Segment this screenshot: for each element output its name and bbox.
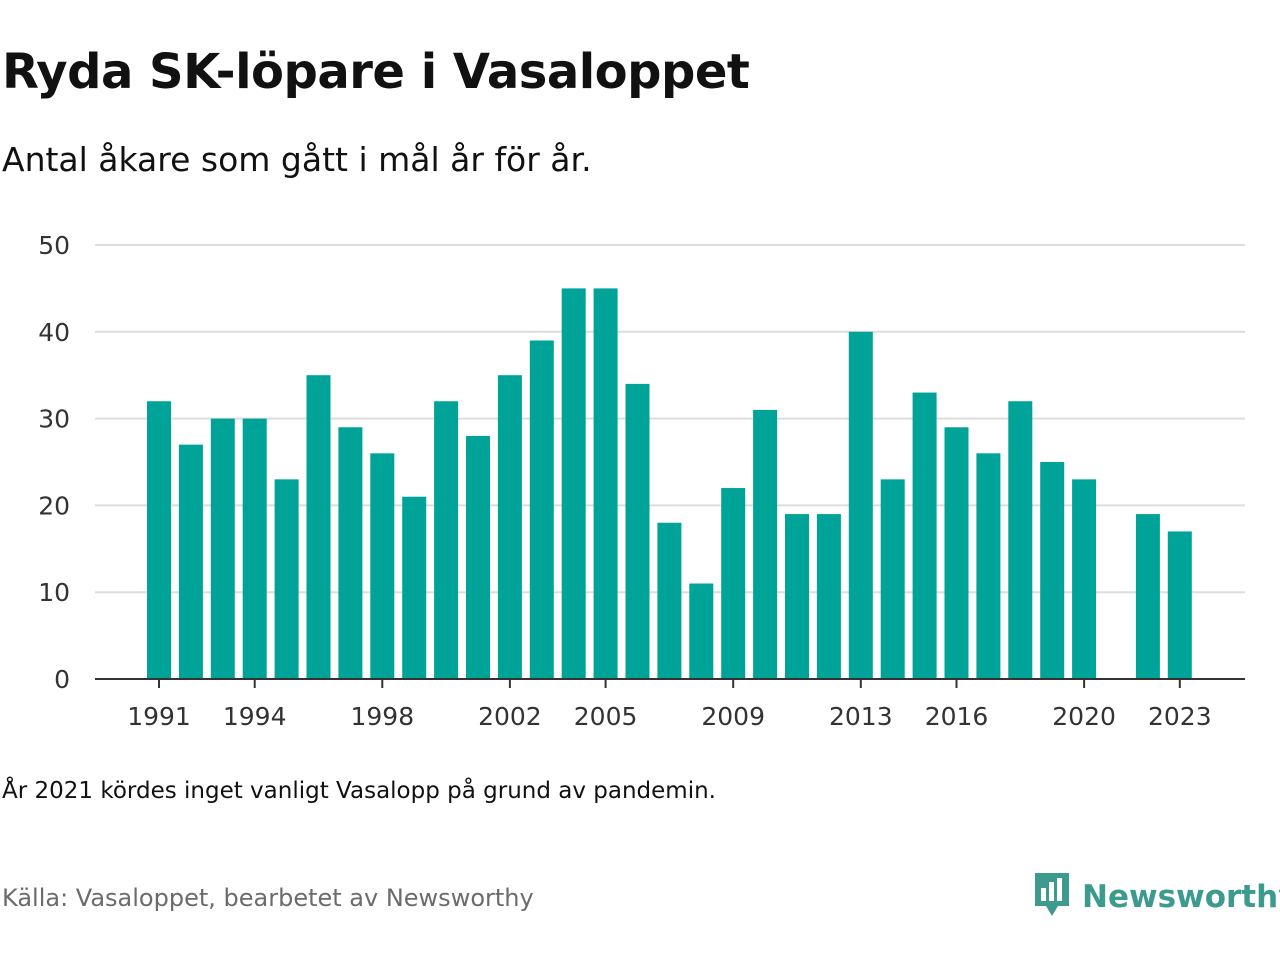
bar-2005 — [593, 288, 618, 679]
bar-1994 — [242, 418, 267, 679]
x-axis-ticks: 1991 1994 1998 2002 2005 2009 2013 2016 2020 2023 — [127, 679, 1212, 731]
x-tick-label: 2020 — [1052, 702, 1116, 731]
y-tick-label: 40 — [38, 318, 70, 347]
bar-1996 — [306, 375, 331, 679]
chart-title: Ryda SK-löpare i Vasaloppet — [2, 44, 750, 100]
chart-subtitle: Antal åkare som gått i mål år för år. — [2, 140, 592, 179]
bar-1997 — [338, 427, 363, 679]
bar-2015 — [912, 392, 937, 679]
bar-2001 — [466, 435, 490, 679]
logo-text: Newsworthy — [1082, 879, 1280, 915]
bar-2011 — [785, 514, 809, 679]
bar-2009 — [721, 488, 746, 679]
bar-2016 — [944, 427, 969, 679]
bar-1998 — [370, 453, 395, 679]
y-tick-label: 0 — [54, 665, 70, 694]
bar-1999 — [402, 496, 427, 679]
bar-2023 — [1167, 531, 1192, 679]
bar-2017 — [976, 453, 1001, 679]
x-tick-label: 2002 — [478, 702, 542, 731]
bar-2019 — [1040, 462, 1065, 679]
x-tick-label: 2013 — [829, 702, 893, 731]
bar-2007 — [657, 522, 682, 679]
y-tick-label: 10 — [38, 578, 70, 607]
bar-2008 — [689, 583, 714, 679]
x-tick-label: 1991 — [127, 702, 191, 731]
x-tick-label: 2023 — [1148, 702, 1212, 731]
bar-2004 — [561, 288, 586, 679]
y-tick-label: 50 — [38, 231, 70, 260]
bar-2013 — [848, 331, 873, 679]
newsworthy-logo-icon — [1032, 870, 1072, 924]
x-tick-label: 2009 — [701, 702, 765, 731]
bar-2002 — [497, 375, 522, 679]
source-text: Källa: Vasaloppet, bearbetet av Newswort… — [2, 884, 534, 912]
x-tick-label: 1998 — [350, 702, 414, 731]
y-tick-label: 20 — [38, 491, 70, 520]
footnote: År 2021 kördes inget vanligt Vasalopp på… — [2, 778, 716, 804]
bar-1995 — [274, 479, 299, 679]
y-tick-label: 30 — [38, 405, 70, 434]
bar-2020 — [1072, 479, 1097, 679]
bar-2014 — [880, 479, 905, 679]
bar-1993 — [210, 418, 235, 679]
bar-2022 — [1135, 514, 1160, 679]
bar-1992 — [178, 444, 203, 679]
bar-chart: 0 10 20 30 40 50 1991 1994 1998 2002 2005 2009 2013… — [38, 231, 1245, 731]
x-tick-label: 2005 — [574, 702, 638, 731]
bar-2010 — [753, 409, 778, 679]
y-axis-ticks: 0 10 20 30 40 50 — [38, 231, 70, 694]
bars — [147, 288, 1192, 679]
bar-2018 — [1008, 401, 1033, 679]
bar-2003 — [529, 340, 554, 679]
x-tick-label: 2016 — [925, 702, 989, 731]
bar-2012 — [816, 514, 841, 679]
bar-1991 — [147, 401, 171, 679]
bar-2000 — [434, 401, 459, 679]
newsworthy-logo[interactable]: Newsworthy — [1032, 870, 1280, 924]
bar-2006 — [625, 383, 650, 679]
x-tick-label: 1994 — [223, 702, 287, 731]
